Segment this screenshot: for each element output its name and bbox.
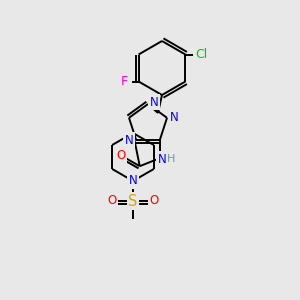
Text: Cl: Cl — [195, 48, 208, 61]
Text: N: N — [150, 95, 158, 109]
Text: F: F — [121, 75, 128, 88]
Text: O: O — [149, 194, 159, 208]
Text: N: N — [158, 153, 166, 166]
Text: N: N — [169, 111, 178, 124]
Text: O: O — [107, 194, 117, 208]
Text: S: S — [128, 194, 138, 208]
Text: N: N — [129, 175, 137, 188]
Text: H: H — [167, 154, 175, 164]
Text: N: N — [125, 134, 134, 147]
Text: O: O — [116, 149, 125, 162]
